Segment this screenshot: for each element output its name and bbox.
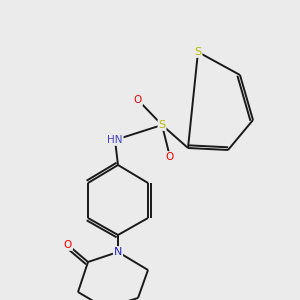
Text: S: S <box>158 120 166 130</box>
Text: O: O <box>64 240 72 250</box>
Text: HN: HN <box>107 135 123 145</box>
Text: N: N <box>114 247 122 257</box>
Text: S: S <box>194 47 202 57</box>
Text: O: O <box>166 152 174 162</box>
Text: O: O <box>134 95 142 105</box>
